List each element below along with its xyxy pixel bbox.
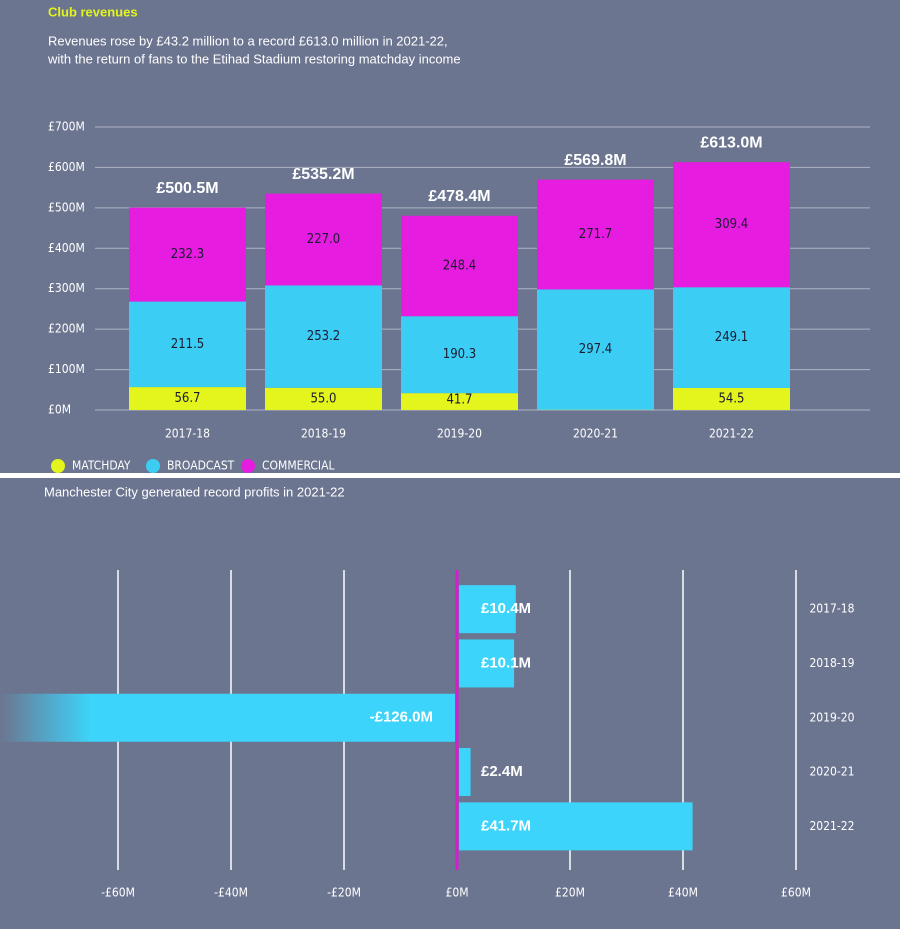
value-label: 55.0 [310,391,336,406]
y-tick-label: £200M [48,322,85,336]
value-label: 253.2 [307,329,340,344]
bar-segment [265,387,382,410]
value-label: 227.0 [307,232,340,247]
y-tick-label: £300M [48,281,85,295]
total-label: £535.2M [292,166,354,183]
x-tick-label: £40M [668,886,698,900]
value-label: 41.7 [446,393,472,408]
value-label: 309.4 [715,217,748,232]
bar [459,639,515,688]
profit-chart: -£60M -£40M -£20M £0M £20M £40M £60M £10.4M 2017… [0,570,855,900]
y-tick-label: £0M [48,403,71,417]
bar-segment [401,215,518,317]
category-label: 2018-19 [809,656,854,670]
bar [459,585,516,634]
total-label: £569.8M [564,152,626,169]
legend-label: BROADCAST [167,459,235,473]
bar-segment [265,285,382,388]
category-label: 2017-18 [809,602,854,616]
x-tick-label: £0M [445,886,468,900]
chart-title: Club revenues [48,4,138,19]
value-label: 56.7 [174,391,200,406]
x-tick-label: 2018-19 [301,427,346,441]
y-tick-label: £700M [48,120,85,134]
value-label: 190.3 [443,347,476,362]
x-tick-label: 2020-21 [573,427,618,441]
total-label: £500.5M [156,180,218,197]
bar [459,802,693,851]
bar-segment [673,162,790,288]
subtitle: with the return of fans to the Etihad St… [47,51,461,66]
value-label: £41.7M [481,817,531,834]
bar [0,693,455,742]
chart-title: Manchester City generated record profits… [44,484,345,499]
bar-segment [401,316,518,394]
value-label: 232.3 [171,247,204,262]
value-label: 248.4 [443,258,476,273]
value-label: 211.5 [171,337,204,352]
legend-swatch [241,459,255,473]
bar-segment [673,387,790,410]
x-tick-label: £60M [781,886,811,900]
bar-segment [401,393,518,410]
legend-label: MATCHDAY [72,459,131,473]
legend-swatch [146,459,160,473]
x-tick-label: -£40M [214,886,248,900]
bar-segment [129,387,246,410]
y-tick-label: £100M [48,362,85,376]
category-label: 2021-22 [809,819,854,833]
y-tick-label: £400M [48,241,85,255]
x-tick-label: 2019-20 [437,427,482,441]
bar-segment [265,193,382,286]
x-tick-label: £20M [555,886,585,900]
value-label: -£126.0M [370,709,433,726]
total-label: £478.4M [428,188,490,205]
x-tick-label: 2017-18 [165,427,210,441]
bar [459,748,471,797]
x-tick-label: -£20M [327,886,361,900]
category-label: 2019-20 [809,710,854,724]
legend-label: COMMERCIAL [262,459,335,473]
bar-segment [129,301,246,388]
value-label: £10.1M [481,654,531,671]
y-tick-label: £500M [48,200,85,214]
y-tick-label: £600M [48,160,85,174]
category-label: 2020-21 [809,765,854,779]
subtitle: Revenues rose by £43.2 million to a reco… [48,33,448,48]
bar-segment [537,289,654,410]
bar-segment [673,287,790,388]
value-label: 271.7 [579,227,612,242]
bar-segment [537,179,654,290]
value-label: 297.4 [579,342,612,357]
x-tick-label: 2021-22 [709,427,754,441]
revenue-chart: £0M £100M £200M £300M £400M £500M £600M £700M 56… [48,120,870,473]
legend-swatch [51,459,65,473]
value-label: 249.1 [715,330,748,345]
value-label: 54.5 [718,391,744,406]
x-tick-label: -£60M [101,886,135,900]
value-label: £10.4M [481,600,531,617]
value-label: £2.4M [481,763,523,780]
total-label: £613.0M [700,134,762,151]
bar-segment [129,207,246,302]
